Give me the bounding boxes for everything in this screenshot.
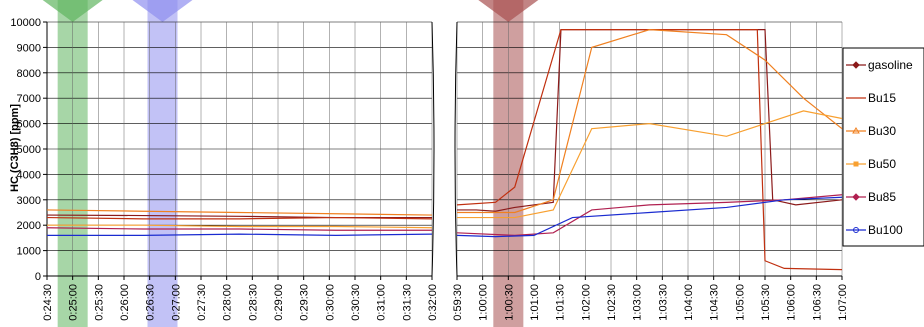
legend-box (842, 47, 924, 247)
series-Bu85-left (46, 227, 432, 231)
left-xtick-label: 0:29:30 (299, 284, 311, 321)
axis-break-right (454, 21, 458, 277)
series-Bu30-left (46, 209, 433, 216)
series-Bu30-right (457, 29, 843, 214)
legend-label: Bu85 (868, 190, 896, 204)
right-xtick-label: 1:01:00 (529, 284, 541, 321)
right-xtick-label: 0:59:30 (452, 284, 464, 321)
right-xtick-label: 1:03:30 (657, 284, 669, 321)
ytick-label: 8000 (17, 68, 41, 80)
right-xtick-label: 1:02:00 (580, 284, 592, 321)
left-xtick-label: 0:27:30 (196, 284, 208, 321)
legend-label: Bu30 (868, 124, 896, 138)
legend-label: Bu50 (868, 157, 896, 171)
right-xtick-label: 1:00:00 (478, 284, 490, 321)
ytick-label: 2000 (17, 220, 41, 232)
left-xtick-label: 0:24:30 (42, 284, 54, 321)
legend-label: Bu15 (868, 91, 896, 105)
highlight-bands (42, 0, 539, 327)
chart-series (46, 29, 843, 271)
series-gasoline-left (46, 214, 432, 219)
highlight-band-arrow-2 (478, 0, 539, 22)
right-xtick-label: 1:00:30 (503, 284, 515, 321)
right-xtick-label: 1:05:30 (760, 284, 772, 321)
series-Bu50-left (47, 224, 433, 229)
ytick-label: 9000 (17, 42, 41, 54)
left-xtick-label: 0:30:00 (324, 284, 336, 321)
right-xtick-label: 1:05:00 (734, 284, 746, 321)
tick-labels: 0:24:30 0:25:00 0:25:30 0:26:00 0:26:30 0:27:… (10, 17, 849, 321)
legend-marker-Bu100 (853, 227, 859, 233)
series-Bu50-right (457, 110, 843, 219)
legend-marker-Bu50 (853, 161, 859, 167)
left-xtick-label: 0:28:30 (247, 284, 259, 321)
legend-marker-Bu30 (852, 127, 860, 134)
ytick-label: 4000 (17, 169, 41, 181)
series-Bu100-right (456, 196, 843, 238)
series-Bu100-left (47, 233, 433, 236)
left-xtick-label: 0:31:00 (376, 284, 388, 321)
right-xtick-label: 1:01:30 (555, 284, 567, 321)
series-Bu85-right (456, 194, 843, 236)
series-gasoline-right (457, 29, 843, 212)
legend-label: gasoline (868, 58, 913, 72)
legend-marker-gasoline (852, 61, 860, 69)
right-xtick-label: 1:03:00 (632, 284, 644, 321)
y-axis-label: HC (C3H8) [ppm] (9, 104, 21, 192)
right-xtick-label: 1:04:30 (709, 284, 721, 321)
left-xtick-label: 0:32:00 (427, 284, 439, 321)
ytick-label: 0 (35, 271, 41, 283)
series-Bu15-right (456, 29, 843, 271)
series-Bu15-left (46, 216, 433, 220)
left-xtick-label: 0:27:00 (170, 284, 182, 321)
chart-axes (43, 21, 843, 280)
left-xtick-label: 0:25:00 (68, 284, 80, 321)
axis-break-left (431, 21, 435, 277)
left-xtick-label: 0:26:00 (119, 284, 131, 321)
ytick-label: 5000 (17, 144, 41, 156)
highlight-band-arrow-0 (42, 0, 103, 22)
highlight-band-arrow-1 (132, 0, 193, 22)
left-xtick-label: 0:30:30 (350, 284, 362, 321)
legend-marker-Bu85 (852, 193, 860, 201)
chart-grid (46, 21, 843, 277)
right-xtick-label: 1:02:30 (606, 284, 618, 321)
left-xtick-label: 0:29:00 (273, 284, 285, 321)
left-xtick-label: 0:26:30 (145, 284, 157, 321)
left-xtick-label: 0:31:30 (401, 284, 413, 321)
ytick-label: 3000 (17, 195, 41, 207)
chart-legend: gasoline Bu15 Bu30 Bu50 Bu85 Bu100 (842, 47, 924, 247)
ytick-label: 1000 (17, 246, 41, 258)
ytick-label: 7000 (17, 93, 41, 105)
right-xtick-label: 1:04:00 (683, 284, 695, 321)
left-xtick-label: 0:28:00 (222, 284, 234, 321)
left-xtick-label: 0:25:30 (93, 284, 105, 321)
right-xtick-label: 1:07:00 (837, 284, 849, 321)
ytick-label: 10000 (10, 17, 41, 29)
legend-label: Bu100 (868, 223, 903, 237)
right-xtick-label: 1:06:30 (811, 284, 823, 321)
ytick-label: 6000 (17, 119, 41, 131)
highlight-band-1 (147, 0, 178, 327)
right-xtick-label: 1:06:00 (786, 284, 798, 321)
